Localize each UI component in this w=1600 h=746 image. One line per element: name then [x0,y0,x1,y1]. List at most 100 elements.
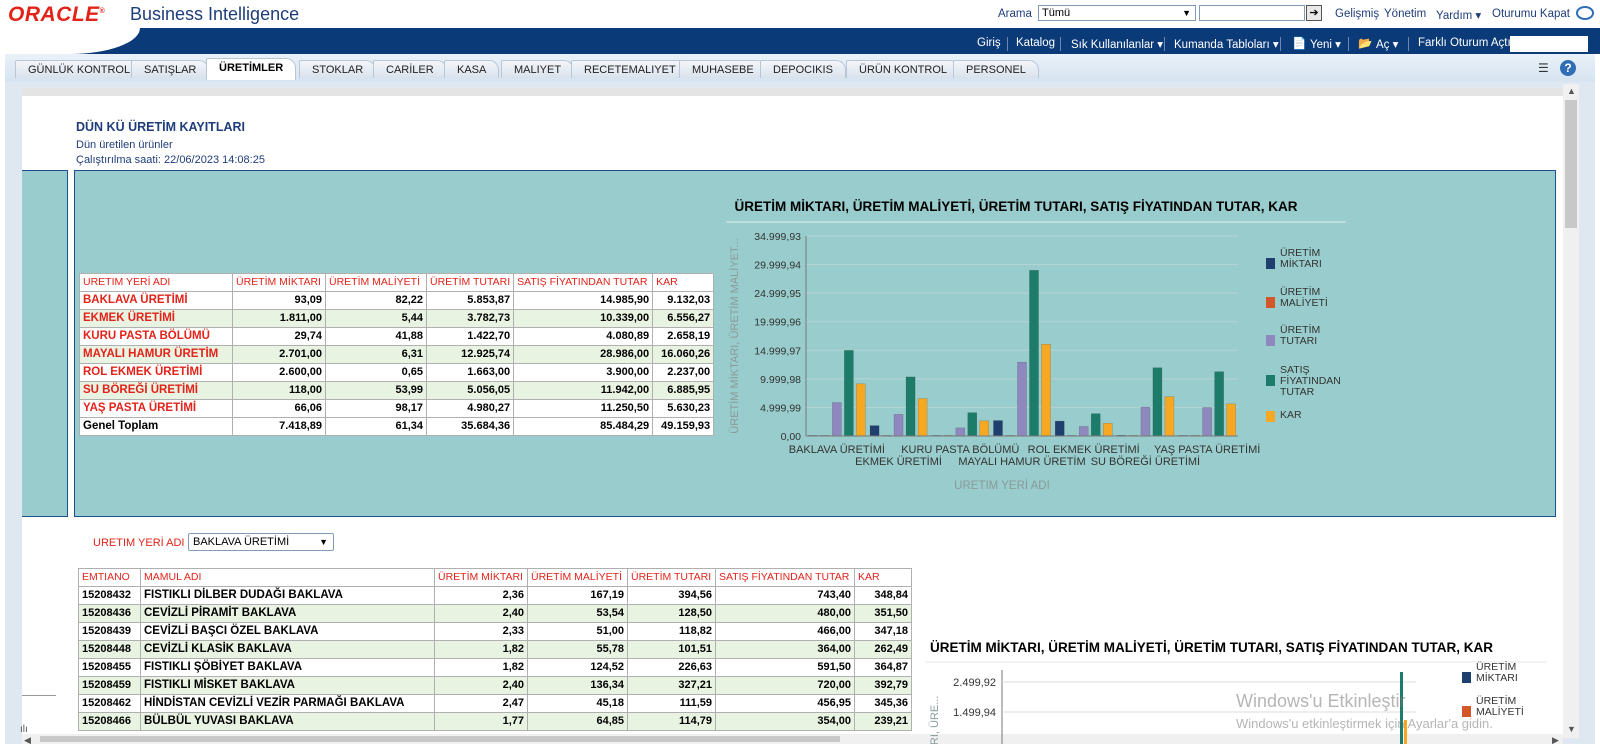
divider [22,695,56,696]
legend-label: ÜRETİM MALİYETİ [1280,285,1328,309]
column-header[interactable]: ÜRETİM TUTARI [627,568,716,587]
admin-link[interactable]: Yönetim [1384,8,1427,20]
folder-icon: 📂 [1358,38,1373,50]
cell-value: 136,34 [527,676,628,695]
nav-open[interactable]: Aç ▾ [1376,39,1399,51]
cell-product-name: CEVİZLİ PİRAMİT BAKLAVA [140,604,435,623]
activation-watermark-title: Windows'u Etkinleştir [1236,691,1406,711]
nav-new[interactable]: Yeni ▾ [1310,39,1341,51]
cell-value: 4.980,27 [425,399,515,418]
production-place-select[interactable]: BAKLAVA ÜRETİMİ ▼ [188,533,334,551]
cell-value: 2.237,00 [652,363,715,382]
tab-recetemaliyet[interactable]: RECETEMALIYET [571,60,689,78]
search-scope-select[interactable]: Tümü ▼ [1038,5,1196,21]
cell-value: 93,09 [232,291,326,310]
table-row: EKMEK ÜRETİMİ 1.811,00 5,44 3.782,73 10.… [79,309,715,328]
cell-value: 128,50 [627,604,716,623]
help-icon[interactable]: ? [1560,60,1576,76]
cell-value: 347,18 [854,622,912,641]
chevron-down-icon: ▼ [319,537,328,547]
cell-value: 239,21 [854,712,912,731]
tab-stoklar[interactable]: STOKLAR [299,60,377,78]
cell-value: 124,52 [527,658,628,677]
cell-value: 51,00 [527,622,628,641]
user-icon[interactable] [1576,6,1594,20]
cell-value: 98,17 [325,399,427,418]
cell-code: 15208432 [78,586,141,605]
nav-favorites[interactable]: Sık Kullanılanlar ▾ [1071,39,1164,51]
product-bar-chart: 2.499,92 1.499,94 ARI, ÜRE... ÜRETİM MİKTARI… [926,660,1546,744]
page-options-icon[interactable]: ☰ [1538,61,1549,75]
tab-maliyet[interactable]: MALIYET [501,60,575,78]
tab-satislar[interactable]: SATIŞLAR [131,60,210,78]
x-tick-label: KURU PASTA BÖLÜMÜ [901,444,1019,456]
scroll-down-icon[interactable]: ▼ [1567,724,1576,734]
column-header[interactable]: KAR [652,273,715,292]
x-tick-label: EKMEK ÜRETİMİ [855,455,942,468]
x-tick-label: SU BÖREĞİ ÜRETİMİ [1091,455,1200,468]
tab-cariler[interactable]: CARİLER [373,60,447,78]
column-header[interactable]: SATIŞ FİYATINDAN TUTAR [715,568,855,587]
cell-code: 15208466 [78,712,141,731]
cell-value: 456,95 [715,694,855,713]
bar [856,383,866,437]
cell-value: 5.630,23 [652,399,715,418]
tab-urun-kontrol[interactable]: ÜRÜN KONTROL [846,60,961,78]
x-tick-label: MAYALI HAMUR ÜRETİM [958,455,1085,468]
cell-value: 466,00 [715,622,855,641]
column-header[interactable]: ÜRETİM TUTARI [425,273,515,292]
username-box[interactable] [1510,36,1588,52]
column-header[interactable]: SATIŞ FİYATINDAN TUTAR [513,273,654,292]
column-header[interactable]: URETIM YERİ ADI [79,273,233,292]
column-header[interactable]: EMTIANO [78,568,141,587]
legend-swatch [1266,335,1275,346]
column-header[interactable]: ÜRETİM MİKTARI [434,568,528,587]
cell-value: 114,79 [627,712,716,731]
scroll-right-icon[interactable]: ▶ [1552,735,1559,745]
nav-dashboards[interactable]: Kumanda Tabloları ▾ [1174,39,1279,51]
horizontal-scroll-thumb[interactable] [40,736,840,742]
column-header[interactable]: MAMUL ADI [140,568,435,587]
cell-value: 85.484,29 [513,417,654,436]
scroll-left-icon[interactable]: ◀ [24,735,31,745]
column-header[interactable]: ÜRETİM MALİYETİ [325,273,427,292]
help-menu[interactable]: Yardım ▾ [1436,10,1482,22]
column-header[interactable]: ÜRETİM MİKTARI [232,273,326,292]
x-tick-label: ROL EKMEK ÜRETİMİ [1028,443,1140,456]
cell-value: 480,00 [715,604,855,623]
column-header[interactable]: ÜRETİM MALİYETİ [527,568,628,587]
vertical-scroll-thumb[interactable] [1565,100,1577,228]
column-header[interactable]: KAR [854,568,912,587]
nav-signed-in-as[interactable]: Farklı Oturum Açtı [1418,37,1511,49]
legend-label: ÜRETİM MİKTARI [1280,246,1322,270]
section-panel-left [22,170,68,517]
summary-table: URETIM YERİ ADI ÜRETİM MİKTARI ÜRETİM MA… [79,273,715,436]
vertical-scrollbar[interactable] [1563,84,1579,738]
bar [1017,361,1027,437]
bar [1090,413,1101,437]
table-row: BAKLAVA ÜRETİMİ 93,09 82,22 5.853,87 14.… [79,291,715,310]
scroll-up-icon[interactable]: ▲ [1567,86,1576,96]
tab-uretimler[interactable]: ÜRETİMLER [206,58,297,80]
search-input[interactable] [1199,5,1305,21]
tab-kasa[interactable]: KASA [444,60,500,78]
tab-gunluk-kontrol[interactable]: GÜNLÜK KONTROL [15,60,144,78]
cell-value: 14.985,90 [513,291,654,310]
bar [1164,396,1175,437]
tab-muhasebe[interactable]: MUHASEBE [679,60,767,78]
cell-value: 111,59 [627,694,716,713]
nav-home[interactable]: Giriş [977,37,1001,49]
cell-value: 2,33 [434,622,528,641]
cell-value: 6.556,27 [652,309,715,328]
logout-link[interactable]: Oturumu Kapat [1492,8,1570,20]
cell-value: 7.418,89 [232,417,326,436]
search-go-icon[interactable]: ➔ [1306,5,1322,21]
tab-depocikis[interactable]: DEPOCIKIS [760,60,846,78]
legend-label: ÜRETİM MALİYETİ [1476,694,1524,718]
bar [832,402,842,437]
nav-catalog[interactable]: Katalog [1016,37,1056,49]
bar [993,420,1003,437]
tab-personel[interactable]: PERSONEL [953,60,1039,78]
advanced-link[interactable]: Gelişmiş [1335,8,1380,20]
filter-label: URETIM YERİ ADI [93,537,185,549]
